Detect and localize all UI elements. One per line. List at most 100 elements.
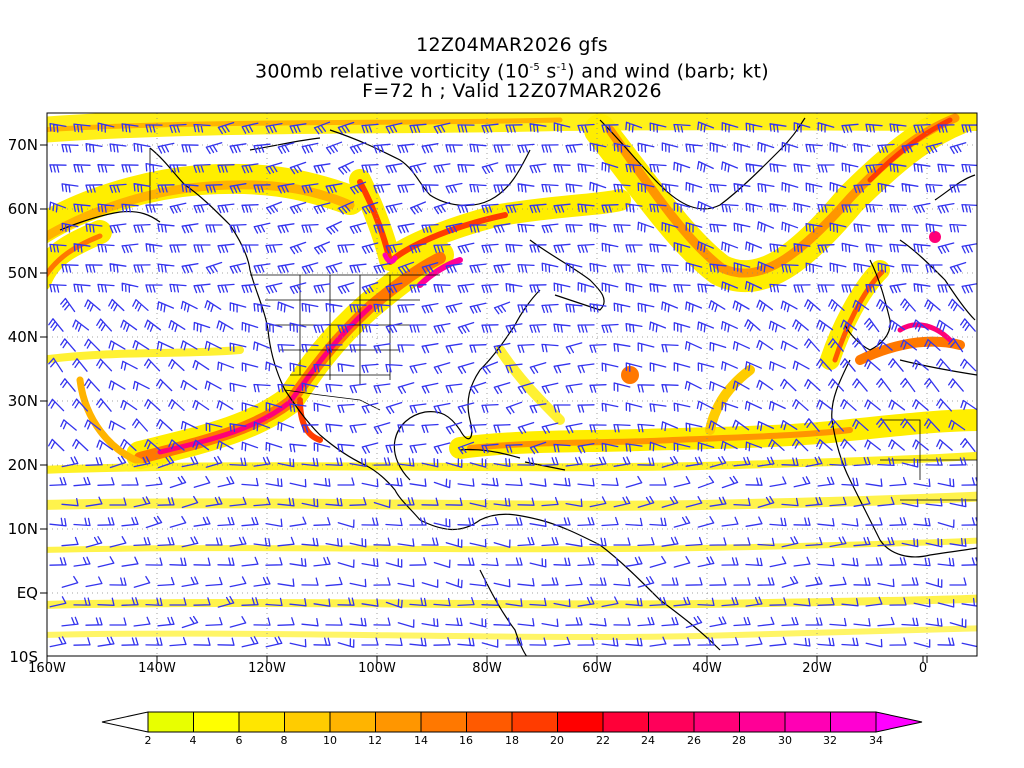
wind-barb [793,122,811,133]
wind-barb [936,398,953,412]
wind-barb [577,637,595,646]
wind-barb [337,121,355,135]
wind-barb [685,577,703,586]
wind-barb [721,475,739,489]
wind-barb [132,380,150,391]
wind-barb [385,163,403,174]
wind-barb [445,182,463,194]
wind-barb [685,422,703,432]
wind-barb [97,477,115,486]
wind-barb [589,222,607,233]
wind-barb [337,443,355,453]
wind-barb [121,282,139,293]
wind-barb [313,598,331,607]
wind-barb [493,617,511,626]
wind-barb [781,221,799,233]
wind-barb [601,477,619,487]
wind-barb [828,378,845,392]
wind-barb [541,303,559,314]
wind-barb [529,558,547,568]
wind-barb [421,343,439,354]
wind-barb [949,618,967,628]
wind-barb [229,342,247,352]
wind-barb [901,458,919,468]
wind-barb [565,498,583,508]
wind-barb [780,300,798,313]
wind-barb [852,378,868,392]
wind-barb [804,338,820,352]
wind-barb [169,164,187,173]
wind-barb [337,477,355,486]
wind-barb [493,342,511,354]
wind-barb [313,637,331,646]
wind-barb [313,241,331,255]
wind-barb [409,162,427,174]
wind-barb [457,124,475,133]
wind-barb [253,222,271,234]
wind-barb [253,617,271,626]
wind-barb [217,361,235,372]
wind-barb [889,637,907,646]
wind-barb [529,123,547,133]
wind-barb [780,420,798,431]
plot-frame [46,112,978,657]
wind-barb [721,361,738,372]
wind-barb [840,358,856,372]
wind-barb [697,475,715,489]
wind-barb [769,556,787,568]
wind-barb [769,597,787,606]
wind-barb [385,322,403,334]
wind-barb [84,419,101,431]
wind-barb [145,637,163,646]
wind-barb [901,263,919,273]
wind-barb [937,124,955,133]
lon-label: 160W [28,661,66,676]
wind-barb [156,340,174,351]
wind-barb [709,341,727,352]
wind-barb [696,160,714,173]
wind-barb [781,536,799,548]
wind-barb [732,419,750,431]
wind-barb [337,363,355,373]
wind-barb [949,261,967,275]
wind-barb [49,636,67,648]
wind-barb [768,439,785,451]
wind-barb [457,637,475,647]
wind-barb [481,597,499,606]
wind-barb [937,637,955,646]
wind-barb [949,498,967,508]
wind-barb [541,456,559,467]
wind-barb [793,556,811,567]
wind-barb [181,183,199,193]
wind-barb [433,597,451,607]
wind-barb [805,617,823,626]
wind-barb [97,597,115,606]
wind-barb [961,477,977,486]
wind-barb [338,160,354,175]
wind-barb [792,319,809,332]
colorbar-swatch [557,711,604,733]
wind-barb [793,476,811,488]
wind-barb [577,363,595,374]
wind-barb [889,163,907,173]
wind-barb [397,382,415,395]
wind-barb [601,637,619,647]
wind-barb [109,263,127,273]
wind-barb [517,421,535,435]
wind-barb [817,122,835,133]
wind-barb [229,183,247,194]
wind-barb [505,637,523,646]
wind-barb [205,184,223,193]
wind-barb [397,424,415,433]
wind-barb [889,123,907,133]
wind-barb [913,639,931,648]
wind-barb [925,578,943,588]
wind-barb [529,518,547,527]
wind-barb [241,244,259,253]
wind-barb [385,637,403,647]
wind-barb [313,363,331,373]
lat-label: EQ [17,584,38,602]
wind-barb [601,557,619,566]
wind-barb [936,319,954,332]
wind-barb [145,557,163,566]
